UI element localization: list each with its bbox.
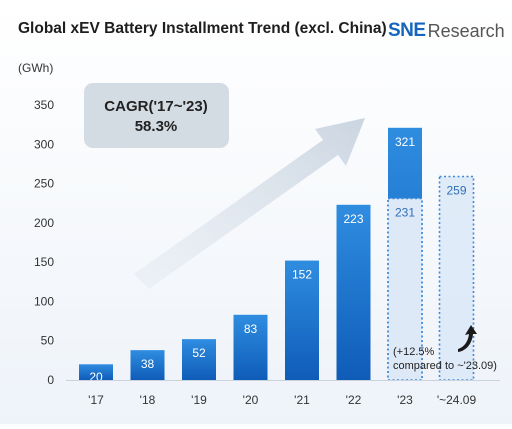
ytd-value-label: 231 [395, 206, 415, 220]
bar-value-label: 152 [292, 268, 312, 282]
y-tick-label: 350 [34, 98, 54, 112]
x-tick-label: '21 [294, 393, 310, 407]
logo-mark: SNE [388, 20, 426, 41]
bar [79, 364, 113, 380]
bar-value-label: 321 [395, 135, 415, 149]
bar [336, 204, 371, 380]
bar [285, 260, 319, 380]
ytd-bar [438, 175, 475, 381]
bar-value-label: 52 [192, 346, 206, 360]
y-tick-label: 50 [41, 334, 55, 348]
y-tick-label: 150 [34, 255, 54, 269]
up-curve-arrow-icon [458, 325, 477, 352]
bar-value-label: 20 [89, 370, 103, 384]
sne-research-logo: SNE Research [388, 19, 505, 43]
bar [182, 339, 216, 380]
logo-word: Research [427, 20, 505, 41]
bar [233, 314, 268, 380]
bar [130, 350, 165, 380]
growth-note-line1: (+12.5% [393, 346, 434, 358]
y-tick-label: 200 [34, 216, 54, 230]
y-axis: 0 50 100 150 200 250 300 350 [34, 98, 54, 387]
x-tick-label: '18 [140, 393, 156, 407]
y-axis-label: (GWh) [18, 61, 53, 75]
bar-value-label: 223 [343, 212, 363, 226]
y-tick-label: 250 [34, 177, 54, 191]
y-tick-label: 300 [34, 137, 54, 151]
bar-series: 20 38 52 83 152 223 321 231 259 [79, 127, 475, 384]
growth-note-line2: compared to ~'23.09) [393, 360, 497, 372]
ytd-value-label: 259 [446, 184, 466, 198]
x-tick-label: '19 [191, 393, 207, 407]
bar-value-label: 83 [244, 322, 258, 336]
x-tick-label: '~24.09 [437, 393, 477, 407]
chart-title: Global xEV Battery Installment Trend (ex… [18, 20, 387, 37]
ytd-bar-overlay [387, 197, 423, 381]
x-tick-label: '17 [88, 393, 104, 407]
cagr-label: CAGR('17~'23) [104, 98, 207, 115]
cagr-box [84, 83, 229, 148]
y-tick-label: 100 [34, 294, 54, 308]
growth-arrow-icon [134, 118, 365, 289]
y-tick-label: 0 [47, 373, 54, 387]
x-tick-label: '23 [397, 393, 413, 407]
x-tick-label: '22 [346, 393, 362, 407]
x-axis: '17 '18 '19 '20 '21 '22 '23 '~24.09 [88, 393, 476, 407]
cagr-value: 58.3% [135, 118, 178, 135]
bar-value-label: 38 [141, 357, 155, 371]
x-tick-label: '20 [243, 393, 259, 407]
